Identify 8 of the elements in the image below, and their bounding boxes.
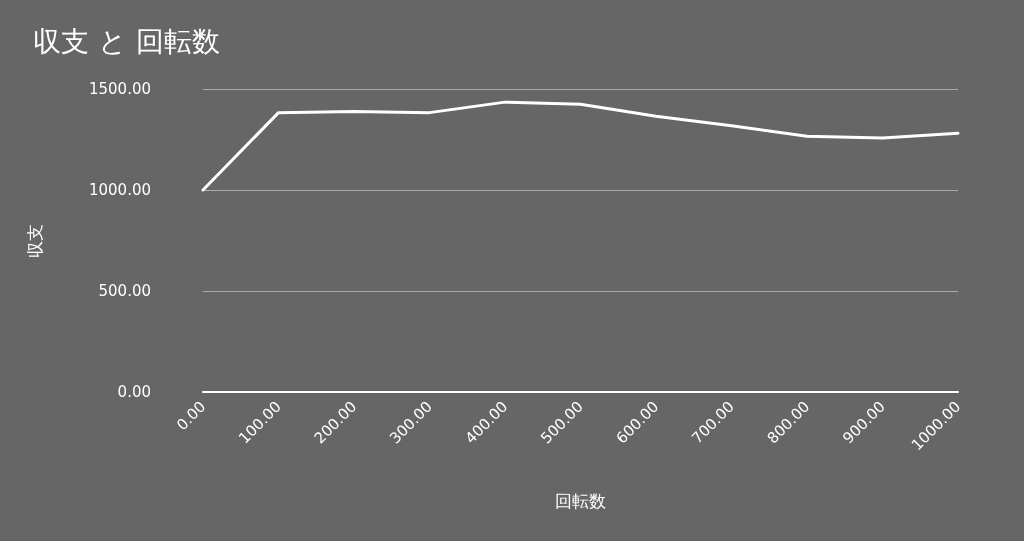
chart-title: 収支 と 回転数 — [33, 24, 220, 58]
line-series — [201, 100, 960, 192]
x-axis-title: 回転数 — [555, 490, 606, 511]
y-tick-label: 1000.00 — [88, 181, 151, 199]
y-axis-title: 収支 — [24, 223, 45, 258]
y-tick-label: 1500.00 — [88, 80, 151, 98]
y-tick-label: 500.00 — [98, 282, 151, 300]
y-tick-label: 0.00 — [117, 383, 151, 401]
